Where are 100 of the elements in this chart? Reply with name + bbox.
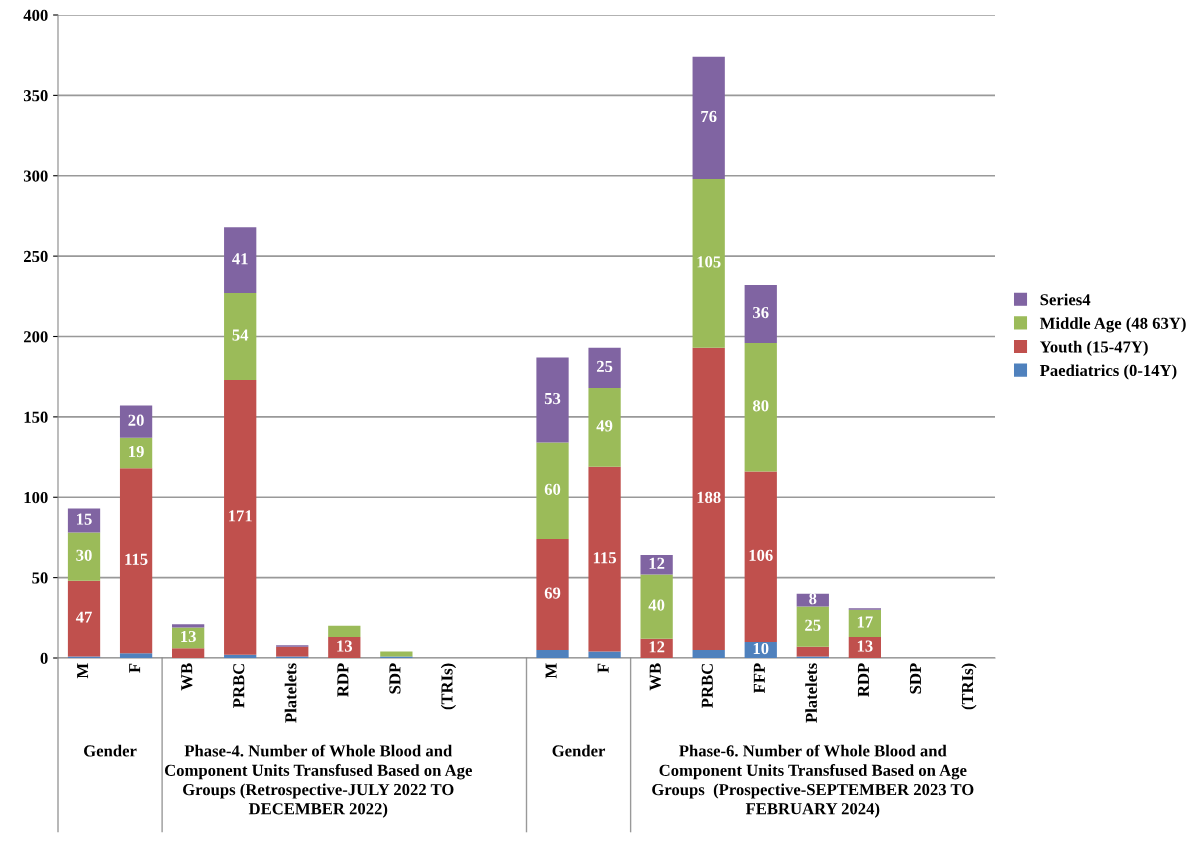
- bar: [224, 654, 257, 658]
- x-tick-label: F: [597, 663, 609, 673]
- bar: [692, 56, 725, 179]
- x-tick-label: SDP: [909, 663, 922, 694]
- data-label: 69: [544, 587, 561, 599]
- bar: [692, 649, 725, 658]
- x-tick-label: RDP: [337, 663, 349, 697]
- x-tick-label: WB: [181, 663, 193, 691]
- bar: [276, 646, 309, 657]
- bar: [536, 442, 569, 540]
- x-tick-label: M: [545, 663, 557, 679]
- text: Gender: [84, 744, 137, 757]
- x-tick-label: F: [129, 663, 141, 673]
- bar: [744, 471, 777, 642]
- bar: [588, 466, 621, 652]
- y-tick-label: 400: [23, 9, 48, 21]
- data-label: 25: [596, 360, 613, 373]
- bar: [848, 637, 881, 658]
- bar: [119, 468, 153, 654]
- x-tick-label: PRBC: [233, 664, 245, 708]
- bar: [588, 651, 621, 658]
- x-tick-label: (TRIs): [440, 663, 456, 710]
- bar: [67, 532, 101, 581]
- y-tick-label: 100: [24, 491, 48, 504]
- bar: [744, 342, 777, 472]
- data-label: 25: [805, 619, 821, 631]
- data-label: 10: [753, 642, 769, 655]
- data-label: 13: [181, 630, 196, 643]
- bar: [172, 627, 205, 649]
- bar: [692, 347, 725, 650]
- data-label: 41: [232, 253, 248, 265]
- x-tick-label: FFP: [753, 663, 765, 694]
- y-tick-label: 50: [32, 572, 48, 584]
- data-label: 115: [125, 553, 148, 565]
- bar: [640, 574, 673, 639]
- text: Gender: [552, 744, 606, 757]
- text: Phase-4. Number of Whole Blood and Component Units Transfused Based on Age Groups (Retrospective-JULY 2022 TO DECEMBER 2022): [164, 744, 472, 818]
- y-tick-label: 350: [23, 90, 48, 102]
- data-label: 20: [128, 414, 144, 426]
- bar: [536, 539, 569, 650]
- data-label: 19: [129, 446, 144, 458]
- data-label: 60: [544, 483, 561, 495]
- y-tick-label: 250: [23, 250, 48, 263]
- legend-label: Series4: [1040, 293, 1091, 306]
- data-label: 47: [75, 611, 92, 623]
- data-label: 12: [649, 641, 665, 653]
- bar: [224, 227, 257, 294]
- data-label: 30: [76, 549, 92, 561]
- bar: [67, 508, 101, 533]
- legend-label: Youth (15-47Y): [1039, 340, 1148, 356]
- y-tick-label: 200: [23, 331, 48, 343]
- data-label: 49: [596, 420, 613, 432]
- data-label: 53: [544, 392, 561, 405]
- bar: [67, 580, 101, 657]
- y-tick-label: 300: [23, 170, 48, 182]
- bar: [119, 653, 153, 658]
- x-tick-label: RDP: [857, 663, 869, 697]
- bar: [328, 625, 361, 638]
- data-label: 105: [697, 256, 721, 268]
- x-tick-label: PRBC: [701, 664, 713, 708]
- data-label: 13: [857, 640, 873, 652]
- data-label: 171: [229, 510, 252, 522]
- bar: [172, 648, 205, 658]
- data-label: 36: [753, 306, 769, 319]
- y-tick-label: 0: [40, 652, 48, 664]
- data-label: 188: [697, 491, 721, 504]
- data-label: 40: [648, 599, 665, 611]
- data-label: 13: [337, 640, 353, 652]
- bar: [588, 347, 621, 388]
- x-tick-label: WB: [649, 663, 661, 691]
- bar: [119, 437, 153, 469]
- bar: [588, 387, 621, 467]
- x-tick-label: Platelets: [284, 663, 297, 723]
- x-tick-label: M: [77, 663, 89, 679]
- bar: [744, 285, 777, 343]
- legend-label: Paediatrics (0-14Y): [1039, 364, 1177, 380]
- data-label: 17: [857, 616, 873, 628]
- bar: [796, 606, 829, 647]
- data-label: 54: [232, 329, 249, 341]
- data-label: 8: [809, 593, 817, 605]
- data-label: 80: [752, 400, 769, 412]
- x-tick-label: SDP: [389, 663, 401, 694]
- data-label: 106: [749, 549, 773, 561]
- data-label: 15: [77, 513, 92, 525]
- x-tick-label: Platelets: [805, 663, 817, 723]
- legend-label: Middle Age (48 63Y): [1039, 317, 1186, 333]
- bar: [172, 624, 205, 628]
- bar: [536, 357, 569, 443]
- bar: [119, 405, 153, 438]
- bar: [848, 609, 881, 638]
- bar: [224, 379, 257, 655]
- data-label: 115: [593, 552, 617, 564]
- y-tick-label: 150: [24, 411, 48, 423]
- text: Phase-6. Number of Whole Blood and Component Units Transfused Based on Age Groups (Prospective-SEPTEMBER 2023 TO FEBRUARY 2024): [652, 744, 974, 818]
- bar: [224, 293, 257, 380]
- bar: [536, 649, 569, 658]
- bar: [796, 646, 829, 657]
- x-tick-label: (TRIs): [961, 663, 977, 710]
- bar: [692, 178, 725, 348]
- data-label: 12: [649, 557, 665, 569]
